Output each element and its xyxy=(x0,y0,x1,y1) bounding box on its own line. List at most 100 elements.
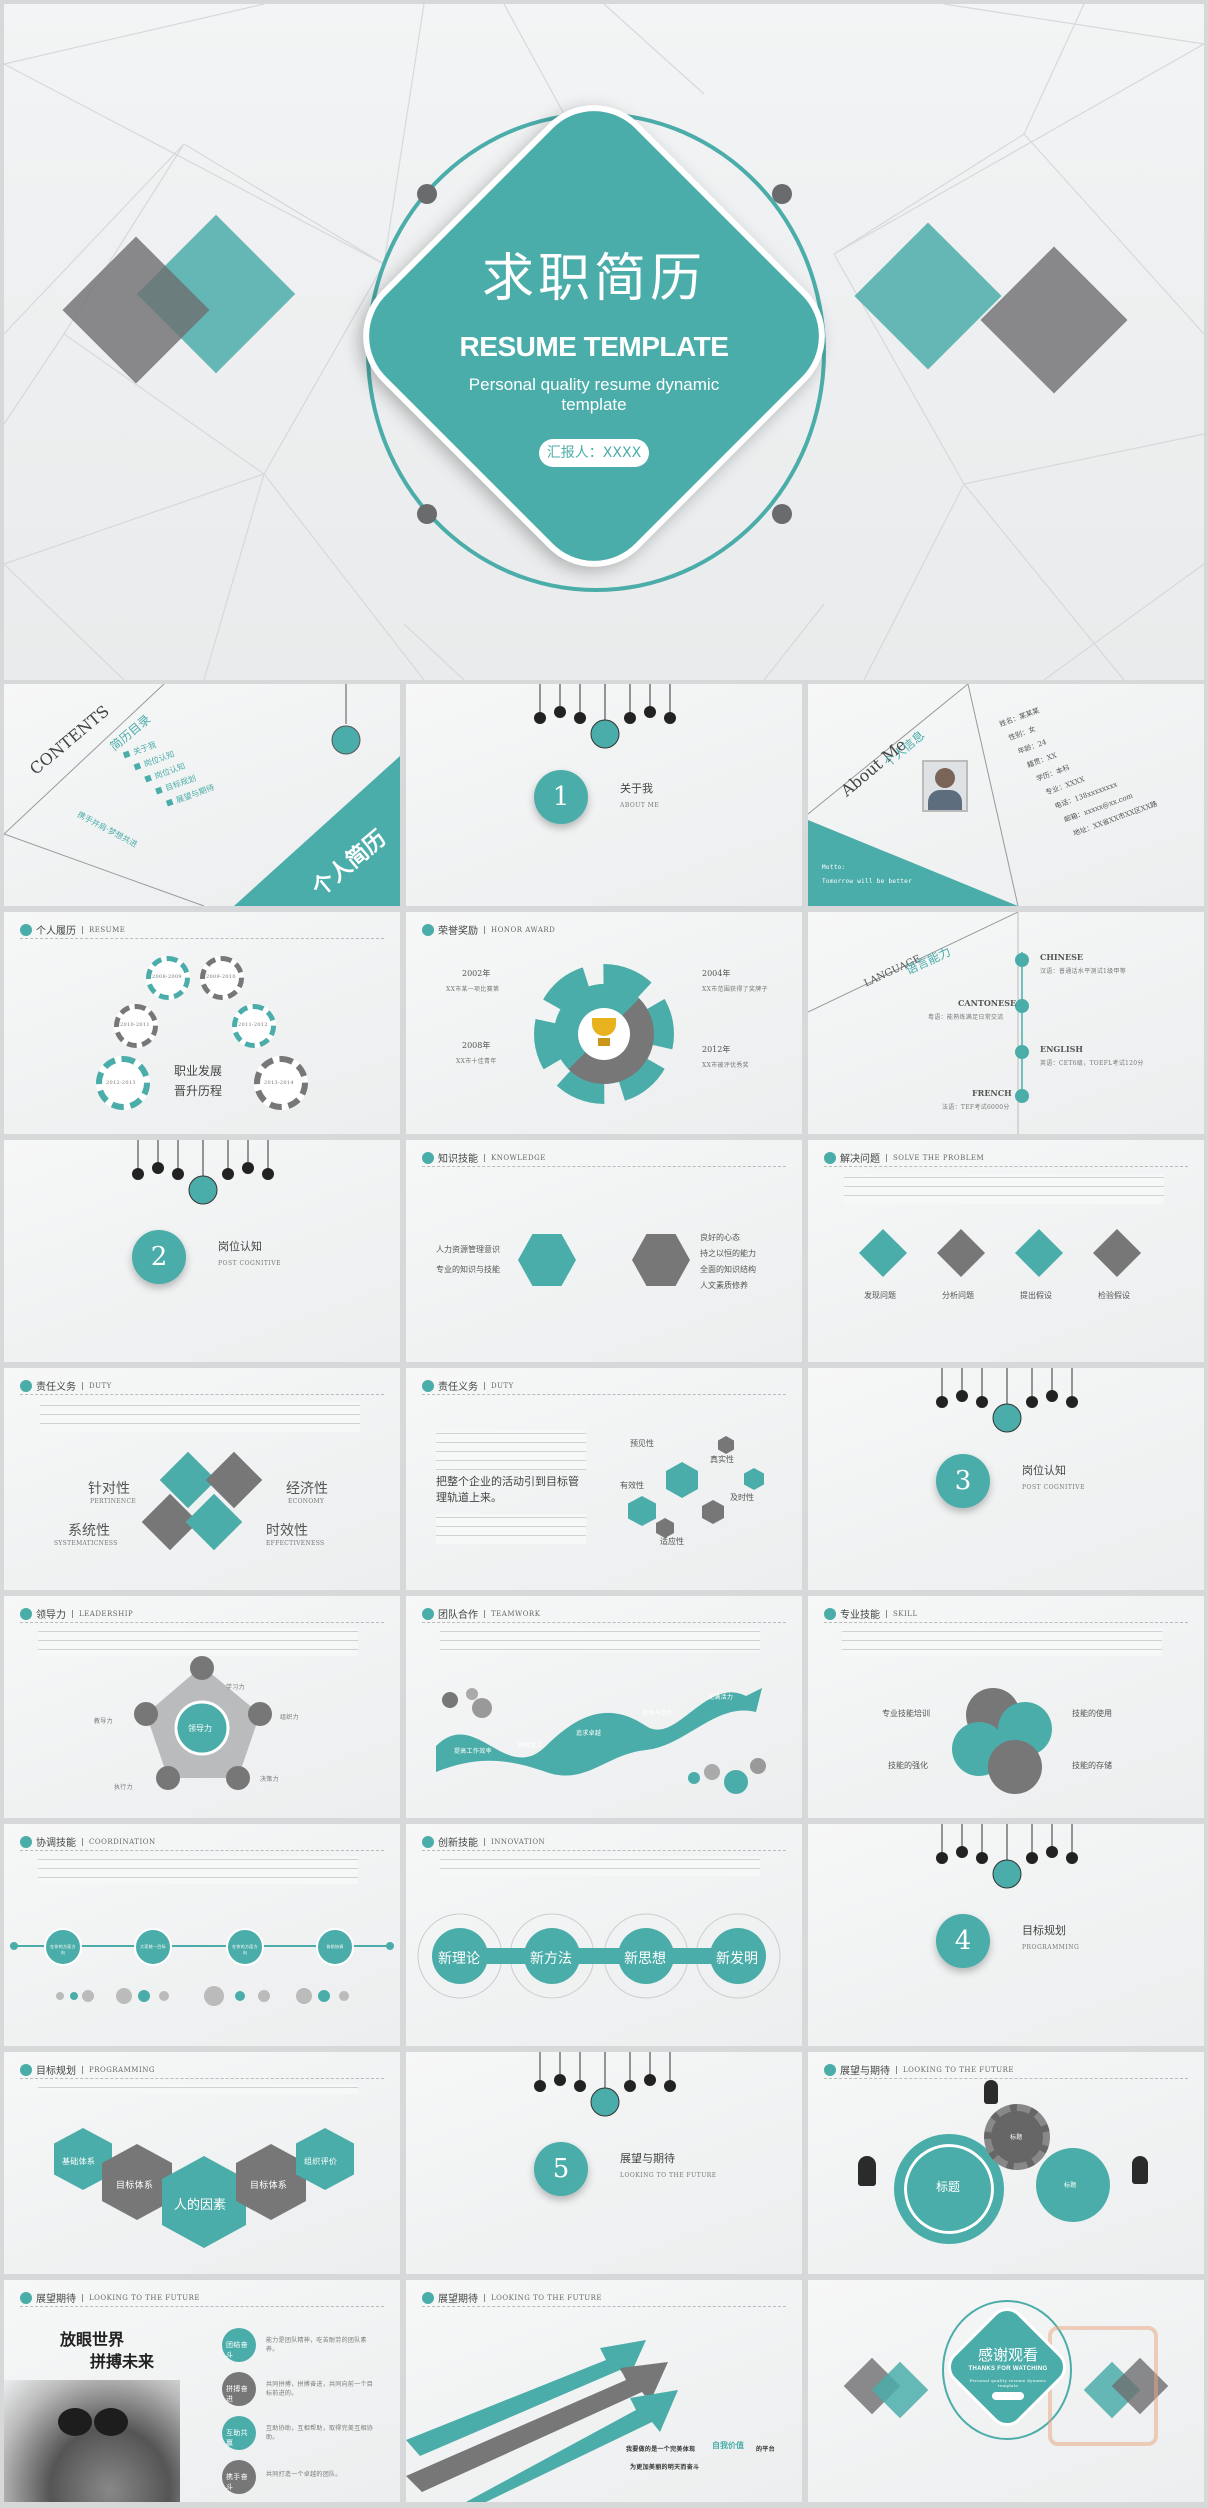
slide-solve-problem: 解决问题 SOLVE THE PROBLEM 发现问题 分析问题 提出假设 检验假… xyxy=(808,1140,1204,1362)
slide-header: 专业技能 SKILL xyxy=(824,1606,918,1621)
section-title: 岗位认知 xyxy=(218,1240,262,1253)
coord-bubble xyxy=(134,1928,172,1966)
language-name: FRENCH xyxy=(972,1088,1012,1098)
motto-text: Tomorrow will be better xyxy=(822,878,912,885)
section-title: 岗位认知 xyxy=(1022,1464,1066,1477)
honor-text: XX市某一项比赛第 xyxy=(446,986,500,993)
person-jumping-icon xyxy=(858,2156,876,2186)
teamwork-label: 竞争与合作 xyxy=(642,1710,674,1717)
future-highlight: 自我价值 xyxy=(712,2440,744,2450)
slide-duty-2: 责任义务 DUTY 把整个企业的活动引到目标管理轨道上来。 预见性 真实性 有效性… xyxy=(406,1368,802,1590)
slide-title-en: SOLVE THE PROBLEM xyxy=(886,1153,984,1162)
paragraph-placeholder xyxy=(440,1856,760,1876)
year-label: 2013-2014 xyxy=(264,1080,294,1086)
slide-header: 解决问题 SOLVE THE PROBLEM xyxy=(824,1150,984,1165)
coord-bubble-label: 在你的方面方向 xyxy=(50,1944,76,1955)
duty-label: 真实性 xyxy=(710,1455,734,1464)
duty-hex xyxy=(666,1462,698,1498)
timeline-ring xyxy=(232,1004,276,1048)
slide-header: 领导力 LEADERSHIP xyxy=(20,1606,133,1621)
problem-diamond xyxy=(858,1228,908,1278)
leadership-label: 组织力 xyxy=(280,1714,299,1721)
teamwork-label: 追求卓越 xyxy=(576,1730,602,1737)
cover-text-block: 求职简历 RESUME TEMPLATE Personal quality re… xyxy=(416,236,772,467)
slide-knowledge: 知识技能 KNOWLEDGE 人力资源管理意识 专业的知识与技能 良好的心态 持之… xyxy=(406,1140,802,1362)
thanks-pill xyxy=(992,2392,1024,2400)
bulb-cluster-icon xyxy=(936,1368,1078,1433)
slide-title: 协调技能 xyxy=(36,1838,76,1849)
knowledge-hex xyxy=(518,1234,576,1286)
duty-hex xyxy=(628,1496,656,1526)
slide-header: 目标规划 PROGRAMMING xyxy=(20,2062,155,2077)
slide-title-en: HONOR AWARD xyxy=(484,925,555,934)
logo-watermark xyxy=(1048,2326,1158,2446)
innovation-chain xyxy=(417,1913,781,1999)
knowledge-right: 良好的心态 xyxy=(700,1233,740,1242)
slide-skill: 专业技能 SKILL 专业技能培训 技能的使用 技能的强化 技能的存储 xyxy=(808,1596,1204,1818)
person-jumping-icon xyxy=(984,2080,998,2104)
slide-title: 个人履历 xyxy=(36,926,76,937)
header-dot-icon xyxy=(422,1379,434,1392)
language-name: ENGLISH xyxy=(1040,1044,1083,1054)
future-line-1: 我要做的是一个完美体现 xyxy=(626,2446,696,2453)
section-title-en: PROGRAMMING xyxy=(1022,1944,1080,1951)
innovation-item: 新发明 xyxy=(716,1951,758,1967)
future-item-value: 共同打造一个卓越的团队。 xyxy=(266,2471,342,2478)
knowledge-hex xyxy=(632,1234,690,1286)
duty-quality-en: PERTINENCE xyxy=(90,1498,137,1505)
coord-bubble-label: 大家统一目标 xyxy=(140,1944,166,1949)
problem-label: 提出假设 xyxy=(1020,1291,1052,1300)
slide-title-en: LOOKING TO THE FUTURE xyxy=(82,2293,200,2302)
leadership-label: 教导力 xyxy=(94,1718,113,1725)
slide-title-en: RESUME xyxy=(82,925,125,934)
honor-year: 2008年 xyxy=(462,1041,491,1050)
section-title-en: POST COGNITIVE xyxy=(1022,1484,1085,1491)
future-item-key: 互助共赢 xyxy=(226,2429,248,2447)
problem-label: 分析问题 xyxy=(942,1291,974,1300)
slide-title: 责任义务 xyxy=(36,1382,76,1393)
section-title: 关于我 xyxy=(620,782,653,795)
slide-header: 团队合作 TEAMWORK xyxy=(422,1606,540,1621)
plan-hex-label: 目标体系 xyxy=(116,2181,154,2191)
slide-header: 责任义务 DUTY xyxy=(20,1378,112,1393)
reporter-pill: 汇报人：XXXX xyxy=(539,439,649,467)
header-dot-icon xyxy=(20,923,32,936)
bulb-cluster-icon xyxy=(534,2052,676,2117)
slide-title-en: PROGRAMMING xyxy=(82,2065,155,2074)
slide-header: 展望期待 LOOKING TO THE FUTURE xyxy=(422,2290,602,2305)
teamwork-label: 充满活力 xyxy=(708,1694,734,1701)
section-title-en: POST COGNITIVE xyxy=(218,1260,281,1267)
duty-quality-en: SYSTEMATICNESS xyxy=(54,1540,118,1547)
thanks-subtitle: THANKS FOR WATCHING xyxy=(968,2366,1048,2372)
duty-quality-en: ECONOMY xyxy=(288,1498,325,1505)
slide-language: LANGUAGE 语言能力 CHINESE 汉语：普通话水平测试1级甲等 CAN… xyxy=(808,912,1204,1134)
slide-title: 目标规划 xyxy=(36,2066,76,2077)
header-dot-icon xyxy=(422,923,434,936)
skill-label: 技能的使用 xyxy=(1072,1709,1112,1718)
problem-diamond xyxy=(1014,1228,1064,1278)
bulb-cluster-icon xyxy=(534,684,676,749)
header-dot-icon xyxy=(824,2063,836,2076)
honor-text: XX市范围获得了奖牌子 xyxy=(702,986,768,993)
avatar xyxy=(922,760,968,812)
future-item-key: 携手奋斗 xyxy=(226,2473,248,2491)
slide-title: 展望期待 xyxy=(438,2294,478,2305)
section-number-badge: 4 xyxy=(936,1914,990,1968)
coord-bubble xyxy=(226,1928,264,1966)
duty-hex xyxy=(718,1436,734,1454)
slide-title: 展望期待 xyxy=(36,2294,76,2305)
slide-coordination: 协调技能 COORDINATION 在你的方面方向 大家统一目标 在你的方面方向 … xyxy=(4,1824,400,2046)
leadership-center: 领导力 xyxy=(188,1724,212,1733)
slide-title-en: LOOKING TO THE FUTURE xyxy=(896,2065,1014,2074)
header-dot-icon xyxy=(422,1835,434,1848)
knowledge-left: 专业的知识与技能 xyxy=(436,1265,500,1274)
timeline-ring xyxy=(254,1056,308,1110)
timeline-ring xyxy=(146,956,190,1000)
future-item-badge xyxy=(222,2416,256,2450)
slide-header: 协调技能 COORDINATION xyxy=(20,1834,156,1849)
paragraph-placeholder xyxy=(40,1402,360,1432)
cover-description: Personal quality resume dynamic template xyxy=(468,375,720,414)
plan-hex xyxy=(236,2144,306,2220)
paragraph-placeholder xyxy=(842,1628,1162,1656)
slide-leadership: 领导力 LEADERSHIP 领导力 学习力 组织力 决策力 执行力 教导力 xyxy=(4,1596,400,1818)
